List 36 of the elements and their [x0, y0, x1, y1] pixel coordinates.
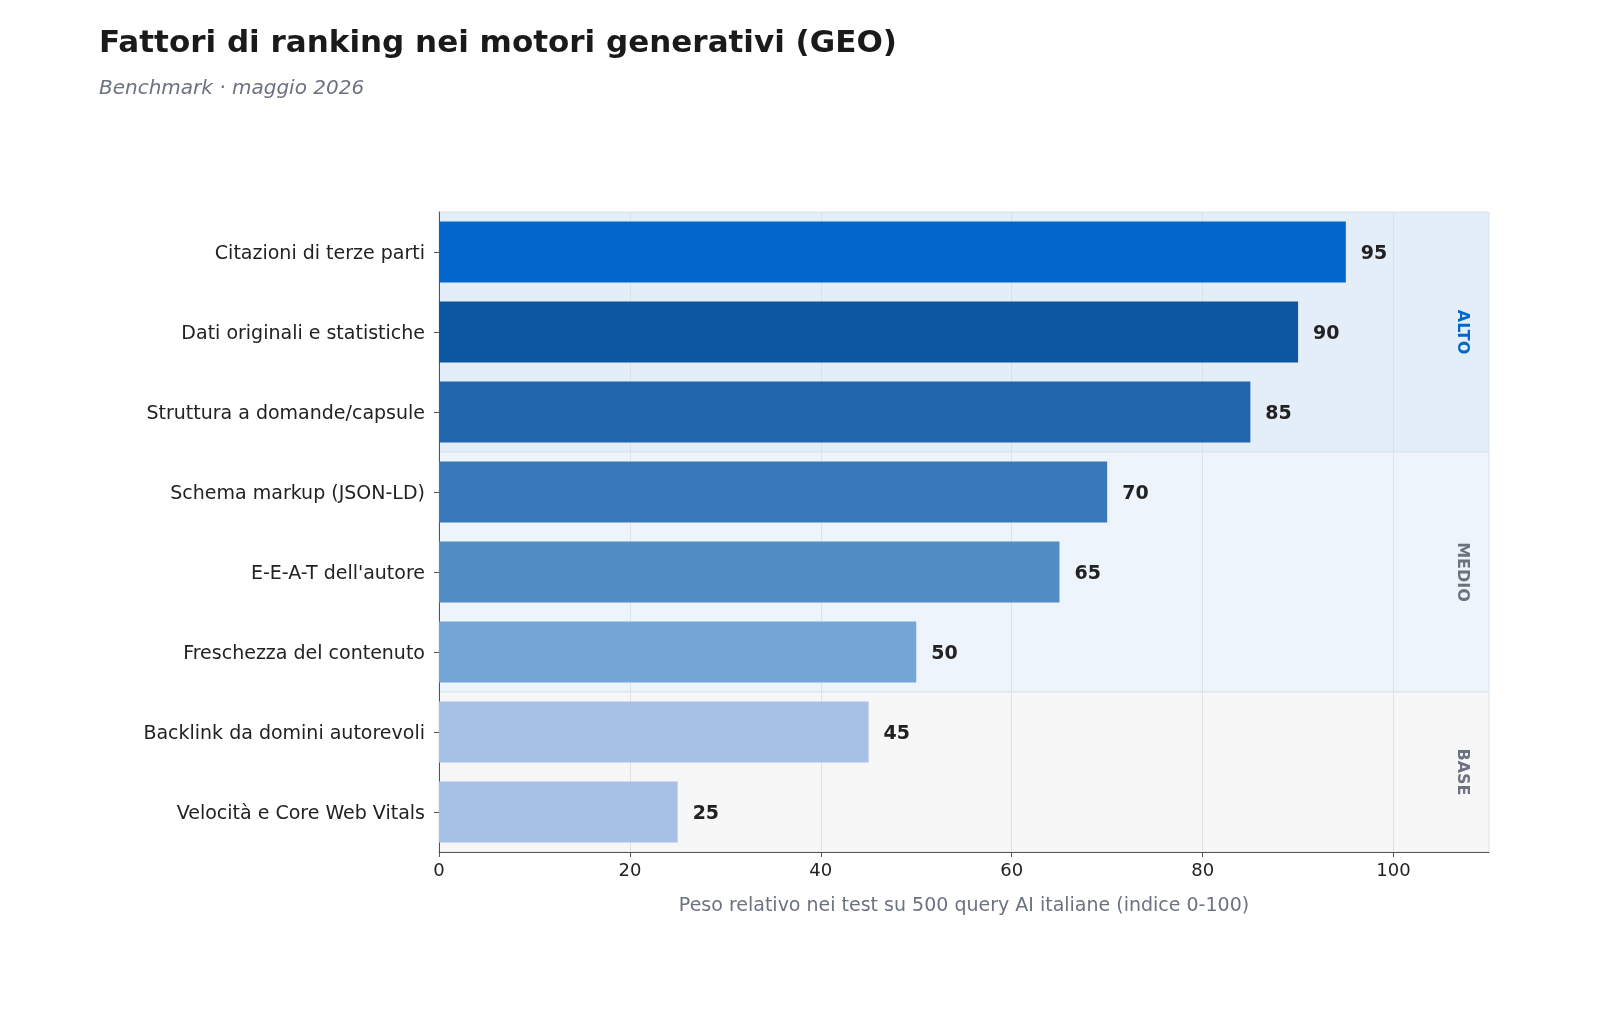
x-tick-label: 0 [433, 858, 445, 880]
bar [439, 461, 1108, 523]
y-tick-label: Citazioni di terze parti [214, 241, 425, 263]
y-tick-label: Dati originali e statistiche [181, 321, 425, 343]
x-tick-label: 80 [1191, 858, 1215, 880]
band-label: BASE [1453, 748, 1473, 796]
bar [439, 301, 1299, 363]
y-tick-label: E-E-A-T dell'autore [250, 561, 425, 583]
chart-title: Fattori di ranking nei motori generativi (GEO) [99, 22, 897, 59]
data-label: 85 [1265, 401, 1292, 423]
x-tick-label: 20 [618, 858, 642, 880]
data-label: 50 [931, 641, 958, 663]
data-label: 65 [1074, 561, 1101, 583]
text: Benchmark · maggio 2026 [99, 75, 365, 99]
bar [439, 221, 1346, 283]
data-label: 45 [883, 721, 910, 743]
data-label: 70 [1122, 481, 1149, 503]
bar [439, 541, 1060, 603]
band-label: MEDIO [1453, 542, 1473, 602]
data-label: 95 [1360, 241, 1388, 263]
bar [439, 701, 869, 763]
y-tick-label: Velocità e Core Web Vitals [176, 801, 425, 823]
data-label: 90 [1313, 321, 1340, 343]
x-tick-label: 100 [1376, 858, 1411, 880]
bar [439, 621, 917, 683]
y-tick-label: Freschezza del contenuto [183, 641, 425, 663]
bar [439, 781, 678, 843]
x-tick-label: 60 [1000, 858, 1024, 880]
x-axis-title: Peso relativo nei test su 500 query AI italiane (indice 0-100) [678, 892, 1250, 915]
y-tick-label: Backlink da domini autorevoli [143, 721, 425, 743]
data-label: 25 [692, 801, 720, 823]
x-tick-label: 40 [809, 858, 833, 880]
y-tick-label: Schema markup (JSON-LD) [170, 481, 425, 503]
bar [439, 381, 1251, 443]
band-label: ALTO [1453, 309, 1473, 355]
y-tick-label: Struttura a domande/capsule [146, 401, 425, 423]
